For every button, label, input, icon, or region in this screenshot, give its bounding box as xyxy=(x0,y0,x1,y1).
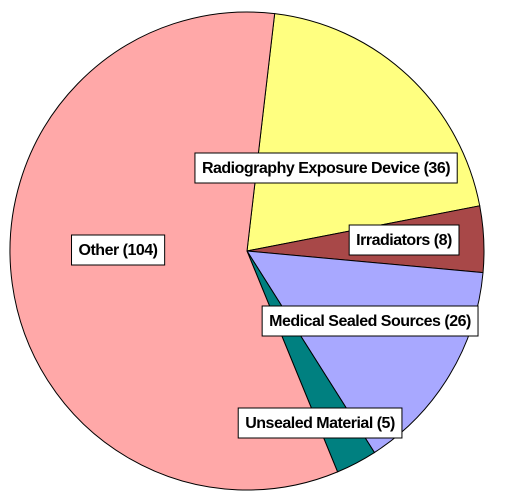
pie-slice xyxy=(246,13,481,252)
label-box xyxy=(194,152,458,184)
slice-label: Other (104) xyxy=(79,242,158,259)
label-box xyxy=(237,407,403,439)
slice-label: Medical Sealed Sources (26) xyxy=(269,313,471,330)
label-box xyxy=(71,234,166,266)
slice-label: Irradiators (8) xyxy=(356,232,452,249)
pie-slice xyxy=(9,11,339,491)
slice-label: Unsealed Material (5) xyxy=(245,415,395,432)
slice-label: Radiography Exposure Device (36) xyxy=(202,160,450,177)
pie-slice xyxy=(246,250,484,454)
label-box xyxy=(261,305,479,337)
label-box xyxy=(348,224,460,256)
